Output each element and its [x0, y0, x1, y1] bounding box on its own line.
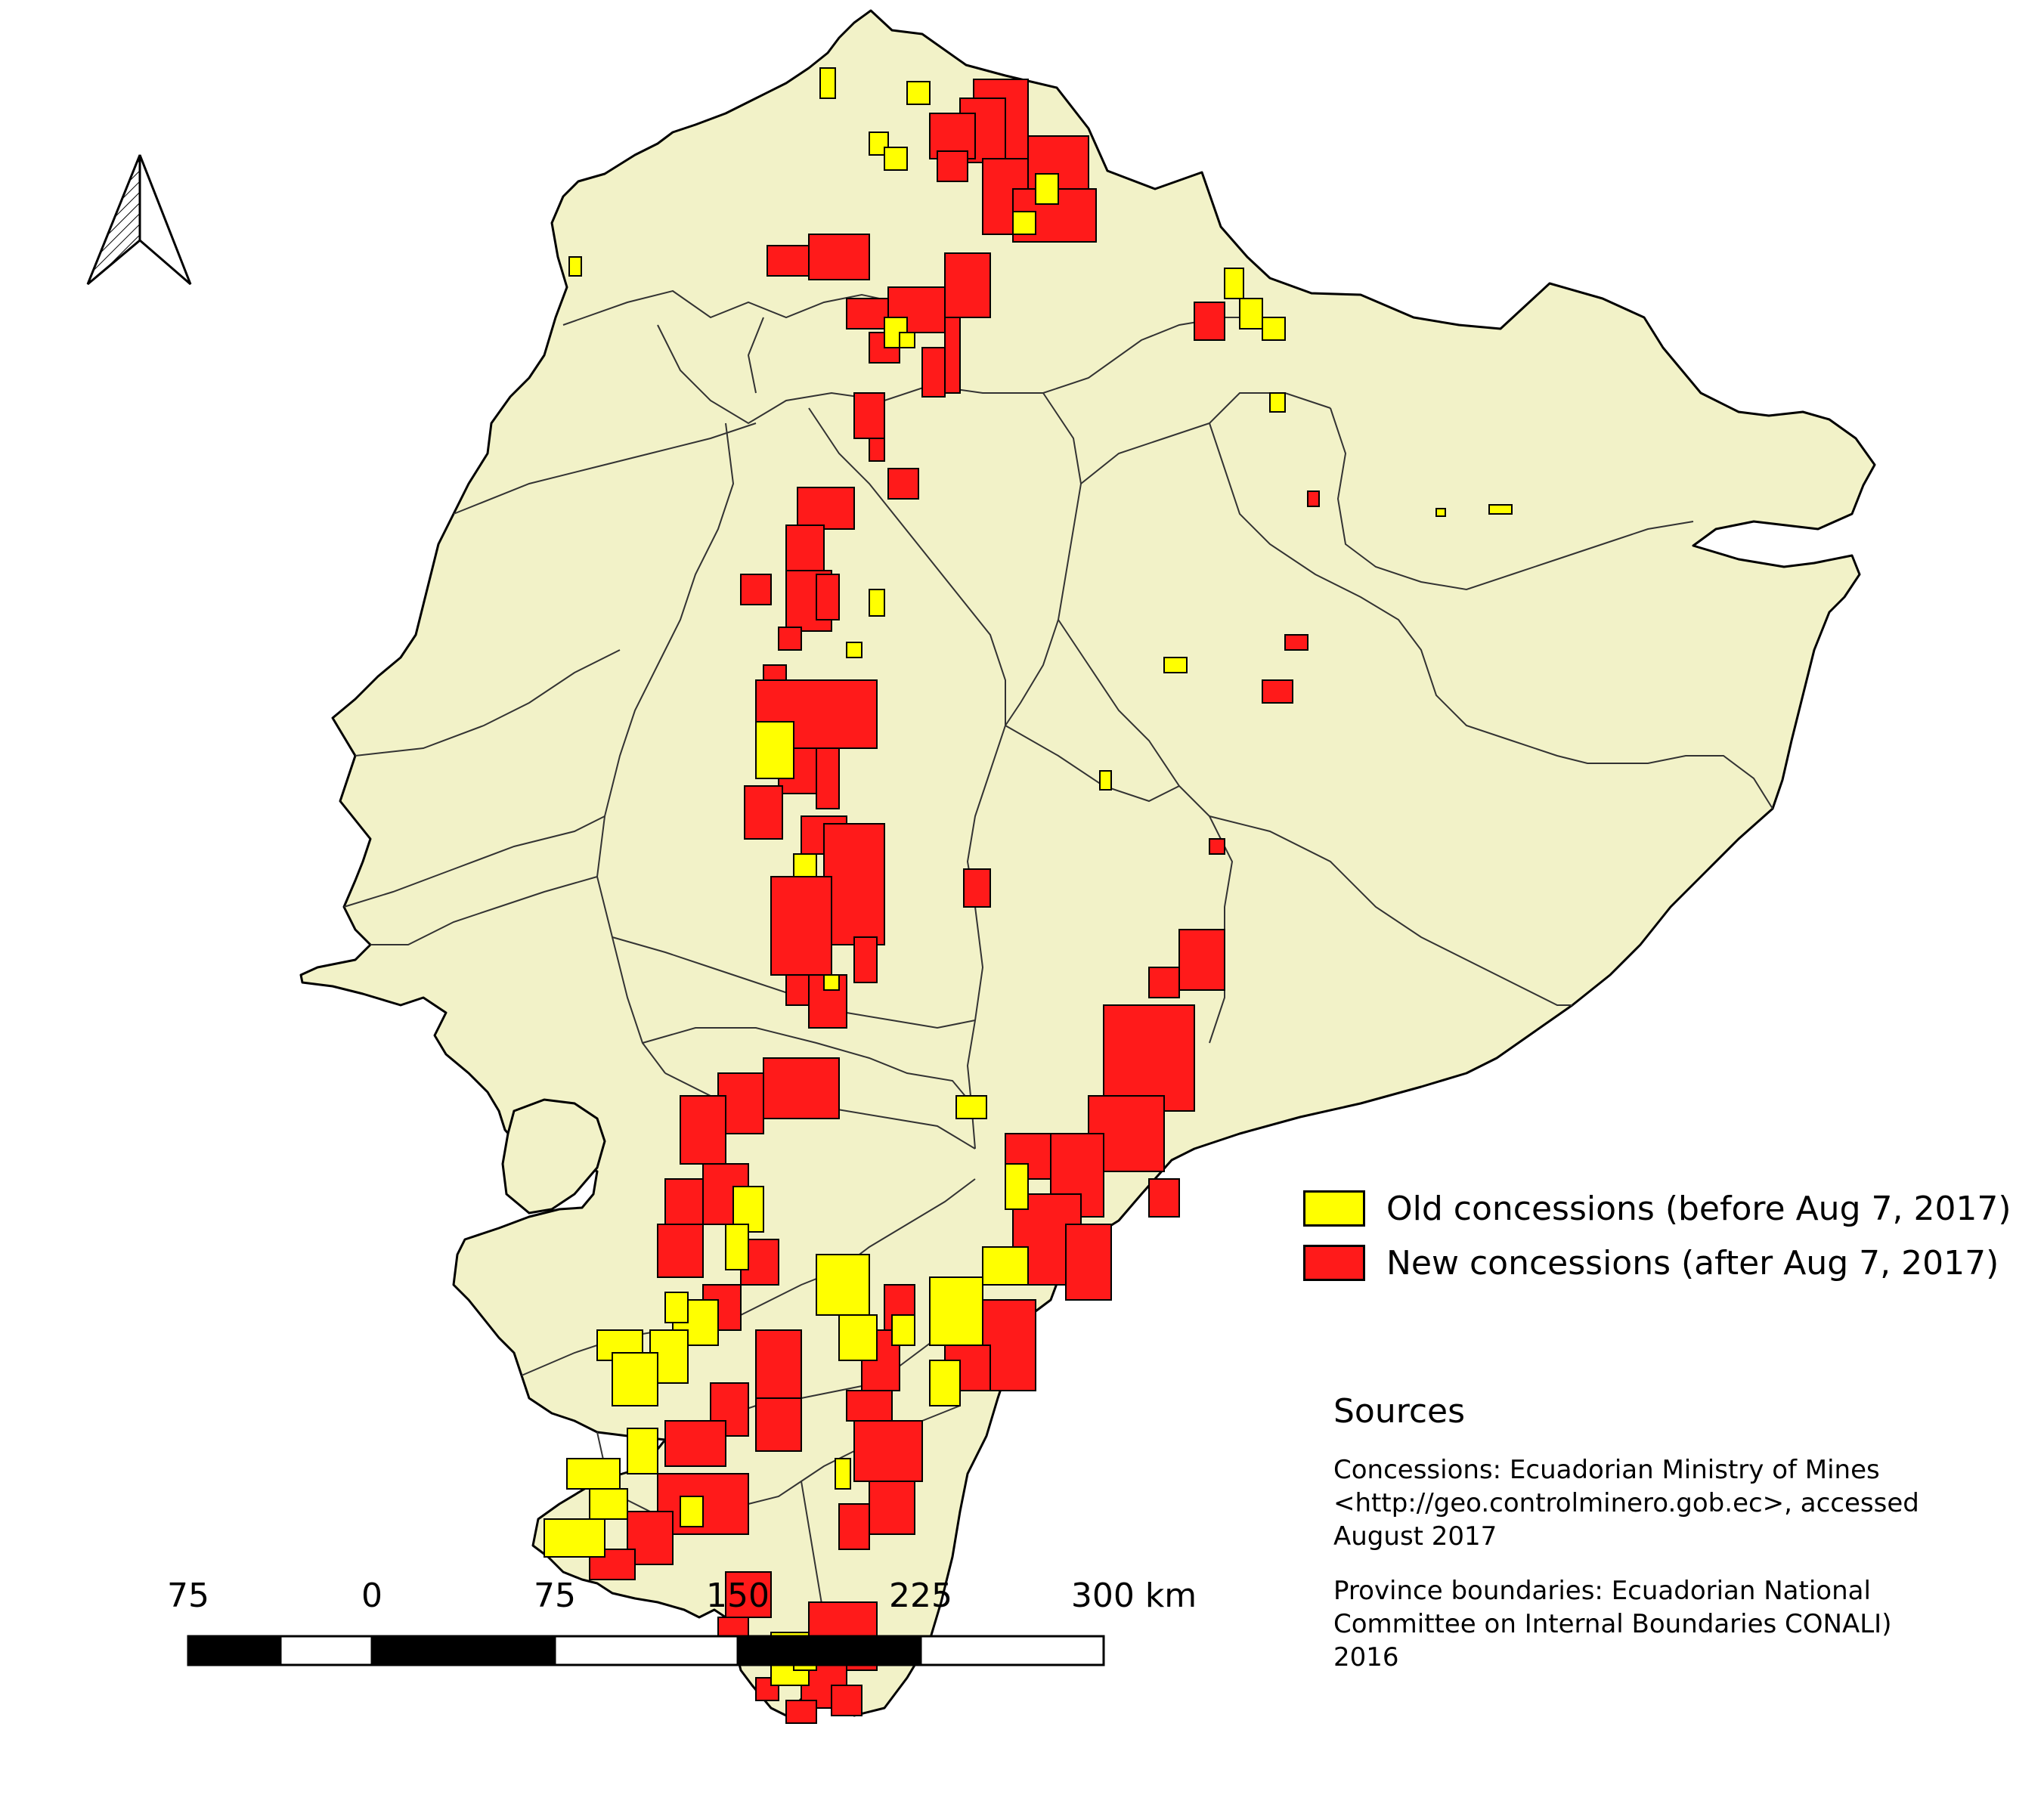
legend-swatch-new — [1303, 1245, 1365, 1281]
sources-boundaries-line: Province boundaries: Ecuadorian National — [1333, 1576, 1871, 1606]
sources-concessions: Concessions: Ecuadorian Ministry of Mine… — [1333, 1453, 2014, 1553]
island-puna — [501, 1098, 606, 1215]
sources-concessions-line: August 2017 — [1333, 1521, 1497, 1552]
sources-concessions-line: Concessions: Ecuadorian Ministry of Mine… — [1333, 1455, 1880, 1485]
legend: Old concessions (before Aug 7, 2017) New… — [1303, 1181, 2011, 1290]
scale-label-0: 0 — [361, 1577, 382, 1615]
old-concessions — [544, 67, 1513, 1686]
legend-item-old: Old concessions (before Aug 7, 2017) — [1303, 1181, 2011, 1236]
legend-item-new: New concessions (after Aug 7, 2017) — [1303, 1236, 2011, 1290]
sources-boundaries-line: 2016 — [1333, 1642, 1399, 1672]
legend-swatch-old — [1303, 1190, 1365, 1227]
scale-label-75: 75 — [534, 1577, 576, 1615]
north-arrow-icon — [86, 154, 192, 286]
sources-title: Sources — [1333, 1392, 1466, 1431]
sources-boundaries: Province boundaries: Ecuadorian National… — [1333, 1574, 2014, 1674]
sources-boundaries-line: Committee on Internal Boundaries CONALI) — [1333, 1609, 1892, 1639]
sources-panel: Sources Concessions: Ecuadorian Ministry… — [1333, 1392, 2014, 1695]
legend-label-new: New concessions (after Aug 7, 2017) — [1386, 1243, 1999, 1283]
province-boundaries — [343, 289, 1773, 1709]
country-outline — [299, 9, 1876, 1717]
scale-label-150: 150 — [706, 1577, 770, 1615]
sources-concessions-line: <http://geo.controlminero.gob.ec>, acces… — [1333, 1488, 1919, 1518]
scale-bar — [187, 1635, 1105, 1666]
scale-label-75-left: 75 — [167, 1577, 209, 1615]
legend-label-old: Old concessions (before Aug 7, 2017) — [1386, 1189, 2011, 1228]
scale-label-300km: 300 km — [1070, 1577, 1197, 1615]
scale-label-225: 225 — [889, 1577, 952, 1615]
